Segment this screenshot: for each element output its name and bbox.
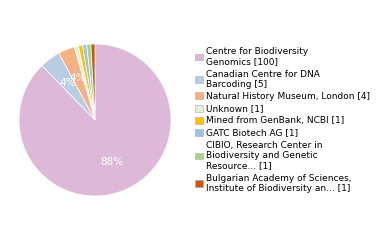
Text: 88%: 88% xyxy=(101,157,124,167)
Text: 4%: 4% xyxy=(70,73,86,83)
Wedge shape xyxy=(42,53,95,120)
Legend: Centre for Biodiversity
Genomics [100], Canadian Centre for DNA
Barcoding [5], N: Centre for Biodiversity Genomics [100], … xyxy=(195,46,371,194)
Wedge shape xyxy=(82,44,95,120)
Wedge shape xyxy=(91,44,95,120)
Wedge shape xyxy=(59,47,95,120)
Wedge shape xyxy=(78,45,95,120)
Wedge shape xyxy=(19,44,171,196)
Text: 4%: 4% xyxy=(60,78,76,88)
Wedge shape xyxy=(87,44,95,120)
Wedge shape xyxy=(74,46,95,120)
